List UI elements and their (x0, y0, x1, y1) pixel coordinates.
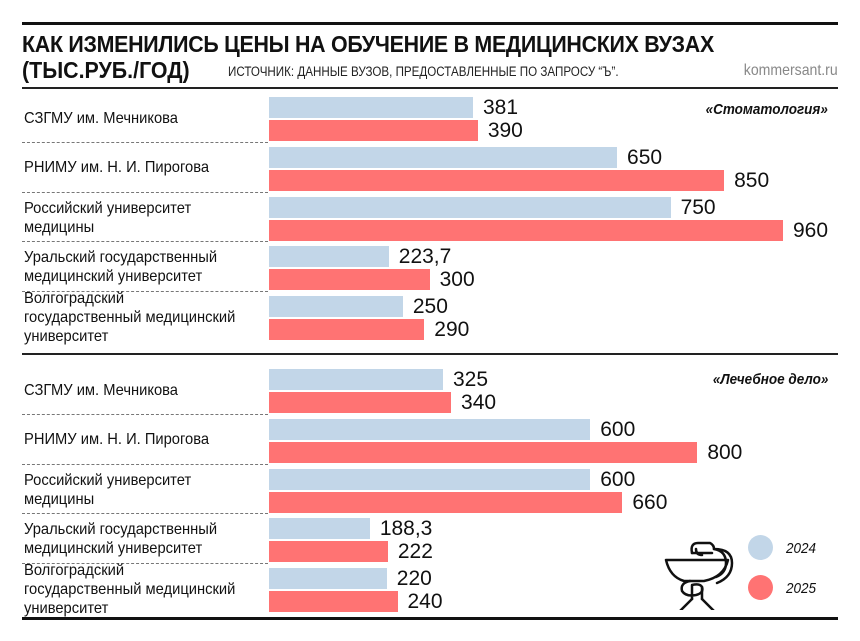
section-tag: «Лечебное дело» (712, 371, 828, 388)
bar-2025 (269, 541, 388, 563)
row-separator (22, 563, 268, 565)
value-label-2024: 325 (453, 368, 489, 391)
table-row: СЗГМУ им. Мечникова 325 340 (22, 367, 838, 416)
section-tag: «Стоматология» (705, 101, 828, 118)
bar-2024 (269, 196, 671, 218)
row-separator (22, 241, 268, 243)
university-label: Российский университет медицины (24, 471, 192, 508)
bar-2024 (269, 246, 389, 268)
university-label: РНИМУ им. Н. И. Пирогова (24, 431, 210, 449)
bar-2025 (269, 491, 623, 513)
bar-2024 (269, 146, 618, 168)
bar-2024 (269, 418, 591, 440)
value-label-2024: 381 (482, 96, 519, 119)
legend: 2024 2025 (662, 525, 838, 615)
value-label-2025: 290 (434, 318, 470, 342)
value-label-2024: 188,3 (379, 517, 433, 541)
value-label-2024: 250 (412, 295, 448, 319)
legend-swatch-2024 (748, 535, 773, 560)
table-row: СЗГМУ им. Мечникова 381 390 (22, 95, 838, 144)
bar-2024 (269, 468, 591, 490)
bar-2025 (269, 269, 430, 291)
value-label-2025: 240 (407, 590, 443, 614)
university-label: Российский университет медицины (24, 199, 192, 236)
bar-2025 (269, 219, 783, 241)
source-note: ИСТОЧНИК: ДАННЫЕ ВУЗОВ, ПРЕДОСТАВЛЕННЫЕ … (228, 64, 619, 79)
row-separator (22, 141, 268, 143)
value-label-2025: 222 (397, 540, 433, 564)
value-label-2024: 650 (627, 145, 663, 169)
section-stomatology: «Стоматология» СЗГМУ им. Мечникова 381 390… (22, 95, 838, 347)
bar-2025 (269, 392, 452, 413)
university-label: Уральский государственный медицинский ун… (24, 521, 218, 558)
section-general-medicine: «Лечебное дело» СЗГМУ им. Мечникова 325 34… (22, 367, 838, 619)
legend-label-2024: 2024 (786, 540, 817, 557)
table-row: Уральский государственный медицинский ун… (22, 241, 838, 293)
table-row: Уральский государственный медицинский ун… (22, 513, 838, 565)
university-label: Волгоградский государственный медицински… (24, 561, 236, 617)
bar-2025 (269, 441, 698, 463)
table-row: Волгоградский государственный медицински… (22, 289, 838, 345)
top-rule (22, 22, 838, 25)
table-row: Волгоградский государственный медицински… (22, 561, 838, 617)
legend-swatch-2025 (748, 575, 773, 600)
value-label-2024: 220 (396, 567, 432, 591)
value-label-2025: 660 (632, 490, 668, 514)
bar-2024 (269, 568, 387, 590)
table-row: Российский университет медицины 600 660 (22, 463, 838, 516)
bar-2025 (269, 591, 398, 613)
unit-label: (ТЫС.РУБ./ГОД) (22, 57, 190, 83)
bottom-rule (22, 617, 838, 620)
value-label-2024: 600 (600, 417, 636, 441)
value-label-2025: 960 (793, 218, 829, 242)
row-separator (22, 463, 268, 465)
value-label-2025: 800 (707, 440, 743, 464)
table-row: РНИМУ им. Н. И. Пирогова 600 800 (22, 413, 838, 466)
university-label: СЗГМУ им. Мечникова (24, 109, 178, 127)
chart-title: КАК ИЗМЕНИЛИСЬ ЦЕНЫ НА ОБУЧЕНИЕ В МЕДИЦИ… (22, 31, 714, 57)
section-divider (22, 353, 838, 355)
bar-2025 (269, 169, 725, 191)
bar-2025 (269, 120, 478, 141)
bar-2025 (269, 319, 425, 341)
bowl-of-hygieia-icon (664, 541, 734, 610)
header-rule (22, 87, 838, 89)
row-separator (22, 513, 268, 515)
bar-2024 (269, 518, 370, 540)
value-label-2025: 390 (487, 119, 523, 142)
university-label: СЗГМУ им. Мечникова (24, 381, 178, 399)
bar-2024 (269, 97, 473, 118)
row-separator (22, 191, 268, 193)
value-label-2024: 600 (600, 467, 636, 491)
value-label-2024: 223,7 (398, 245, 452, 269)
value-label-2024: 750 (680, 195, 716, 219)
table-row: Российский университет медицины 750 960 (22, 191, 838, 244)
brand-link[interactable]: kommersant.ru (744, 62, 838, 79)
university-label: Уральский государственный медицинский ун… (24, 249, 218, 286)
bar-2024 (269, 296, 403, 318)
value-label-2025: 340 (461, 391, 497, 414)
row-separator (22, 291, 268, 293)
value-label-2025: 850 (734, 168, 770, 192)
legend-label-2025: 2025 (786, 580, 817, 597)
university-label: Волгоградский государственный медицински… (24, 289, 236, 345)
table-row: РНИМУ им. Н. И. Пирогова 650 850 (22, 141, 838, 194)
bar-2024 (269, 369, 443, 390)
university-label: РНИМУ им. Н. И. Пирогова (24, 159, 210, 177)
row-separator (22, 413, 268, 415)
value-label-2025: 300 (439, 268, 475, 292)
